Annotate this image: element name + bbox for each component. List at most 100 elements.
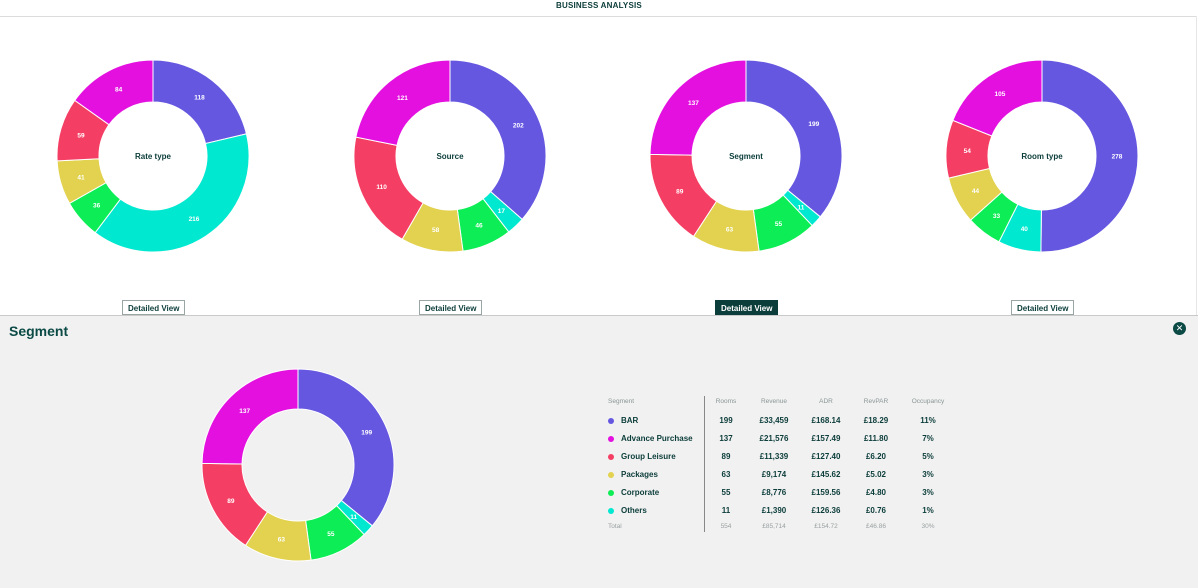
segment-donut-chart[interactable]: 199 11 55 63 89 137 Segment xyxy=(598,20,896,292)
donut-slice[interactable] xyxy=(952,59,1043,137)
row-revenue: £8,776 xyxy=(761,488,787,497)
chart-card-segment: 199 11 55 63 89 137 Segment Detailed View xyxy=(598,20,896,315)
row-segment-name: Group Leisure xyxy=(621,452,676,461)
row-rooms: 137 xyxy=(719,434,733,443)
slice-value-label: 105 xyxy=(995,91,1006,98)
row-occupancy: 5% xyxy=(922,452,934,461)
header-revpar: RevPAR xyxy=(863,398,889,405)
segment-detailed-view-button[interactable]: Detailed View xyxy=(715,300,779,315)
header-occupancy: Occupancy xyxy=(911,398,945,405)
slice-value-label: 44 xyxy=(972,188,980,195)
page-title: BUSINESS ANALYSIS xyxy=(556,1,642,10)
legend-dot-icon xyxy=(608,508,614,514)
donut-slice[interactable] xyxy=(1040,59,1139,253)
donut-slice[interactable] xyxy=(201,368,299,465)
row-rooms: 199 xyxy=(719,416,733,425)
row-revpar: £5.02 xyxy=(865,470,887,479)
total-label: Total xyxy=(608,523,622,530)
row-adr: £168.14 xyxy=(811,416,841,425)
slice-value-label: 17 xyxy=(498,208,506,215)
header-segment: Segment xyxy=(608,398,635,405)
row-revpar: £0.76 xyxy=(865,506,887,515)
donut-slice[interactable] xyxy=(649,59,747,156)
row-revpar: £4.80 xyxy=(865,488,887,497)
row-adr: £127.40 xyxy=(811,452,841,461)
row-rooms: 11 xyxy=(721,506,731,515)
legend-dot-icon xyxy=(608,454,614,460)
slice-value-label: 199 xyxy=(361,430,372,437)
row-segment-name: Corporate xyxy=(621,488,660,497)
slice-value-label: 202 xyxy=(513,122,524,129)
slice-value-label: 54 xyxy=(964,148,972,155)
slice-value-label: 278 xyxy=(1112,154,1123,161)
total-rooms: 554 xyxy=(720,523,732,530)
slice-value-label: 55 xyxy=(775,221,783,228)
slice-value-label: 59 xyxy=(77,132,85,139)
donut-center-label: Room type xyxy=(1021,152,1063,161)
rate-type-detailed-view-button[interactable]: Detailed View xyxy=(122,300,186,315)
header-divider xyxy=(0,16,1197,17)
legend-dot-icon xyxy=(608,472,614,478)
detail-panel: Segment ✕ 199 11 55 63 89 137 Segment Rooms R… xyxy=(0,315,1198,588)
row-rooms: 55 xyxy=(721,488,731,497)
row-adr: £157.49 xyxy=(811,434,841,443)
slice-value-label: 89 xyxy=(676,188,684,195)
row-occupancy: 3% xyxy=(922,470,934,479)
row-occupancy: 3% xyxy=(922,488,934,497)
slice-value-label: 216 xyxy=(189,216,200,223)
row-revenue: £1,390 xyxy=(761,506,787,515)
chart-card-room-type: 278 40 33 44 54 105 Room type Detailed View xyxy=(894,20,1192,315)
row-revenue: £9,174 xyxy=(761,470,787,479)
legend-dot-icon xyxy=(608,490,614,496)
total-revenue: £85,714 xyxy=(762,523,786,530)
row-rooms: 63 xyxy=(721,470,731,479)
row-segment-name: Advance Purchase xyxy=(621,434,693,443)
row-segment-name: BAR xyxy=(621,416,639,425)
donut-slice[interactable] xyxy=(297,368,395,527)
row-occupancy: 11% xyxy=(920,416,936,425)
slice-value-label: 58 xyxy=(432,227,440,234)
table-column-divider xyxy=(704,396,705,532)
chart-card-rate-type: 118 216 36 41 59 84 Rate type Detailed View xyxy=(5,20,303,315)
chart-card-source: 202 17 46 58 110 121 Source Detailed View xyxy=(302,20,600,315)
donut-slice[interactable] xyxy=(355,59,451,146)
slice-value-label: 11 xyxy=(798,204,805,211)
donut-center-label: Source xyxy=(436,152,464,161)
row-adr: £159.56 xyxy=(811,488,841,497)
slice-value-label: 33 xyxy=(993,213,1001,220)
slice-value-label: 137 xyxy=(688,100,699,107)
room-type-detailed-view-button[interactable]: Detailed View xyxy=(1011,300,1075,315)
source-detailed-view-button[interactable]: Detailed View xyxy=(419,300,483,315)
row-revpar: £6.20 xyxy=(865,452,887,461)
total-occupancy: 30% xyxy=(921,523,935,530)
slice-value-label: 63 xyxy=(726,226,734,233)
close-icon[interactable]: ✕ xyxy=(1173,322,1186,335)
donut-slice[interactable] xyxy=(745,59,843,218)
header-rooms: Rooms xyxy=(715,398,737,405)
slice-value-label: 63 xyxy=(278,536,286,543)
slice-value-label: 41 xyxy=(77,174,85,181)
donut-slice[interactable] xyxy=(449,59,547,221)
donut-slice[interactable] xyxy=(74,59,154,126)
header-adr: ADR xyxy=(819,398,833,405)
row-rooms: 89 xyxy=(721,452,731,461)
row-revenue: £21,576 xyxy=(759,434,789,443)
total-revpar: £46.86 xyxy=(866,523,886,530)
header-revenue: Revenue xyxy=(760,398,788,405)
row-adr: £145.62 xyxy=(811,470,841,479)
total-adr: £154.72 xyxy=(814,523,838,530)
slice-value-label: 137 xyxy=(239,408,250,415)
segment-detail-donut-chart[interactable]: 199 11 55 63 89 137 xyxy=(193,358,403,568)
room-type-donut-chart[interactable]: 278 40 33 44 54 105 Room type xyxy=(894,20,1192,292)
slice-value-label: 46 xyxy=(475,222,483,229)
rate-type-donut-chart[interactable]: 118 216 36 41 59 84 Rate type xyxy=(5,20,303,292)
source-donut-chart[interactable]: 202 17 46 58 110 121 Source xyxy=(302,20,600,292)
scrollbar-track xyxy=(1196,16,1197,315)
donut-slice[interactable] xyxy=(152,59,248,145)
row-revenue: £33,459 xyxy=(759,416,789,425)
row-revpar: £11.80 xyxy=(863,434,889,443)
slice-value-label: 199 xyxy=(808,121,819,128)
row-segment-name: Packages xyxy=(621,470,658,479)
donut-slice[interactable] xyxy=(94,133,250,253)
donut-center-label: Segment xyxy=(729,152,763,161)
